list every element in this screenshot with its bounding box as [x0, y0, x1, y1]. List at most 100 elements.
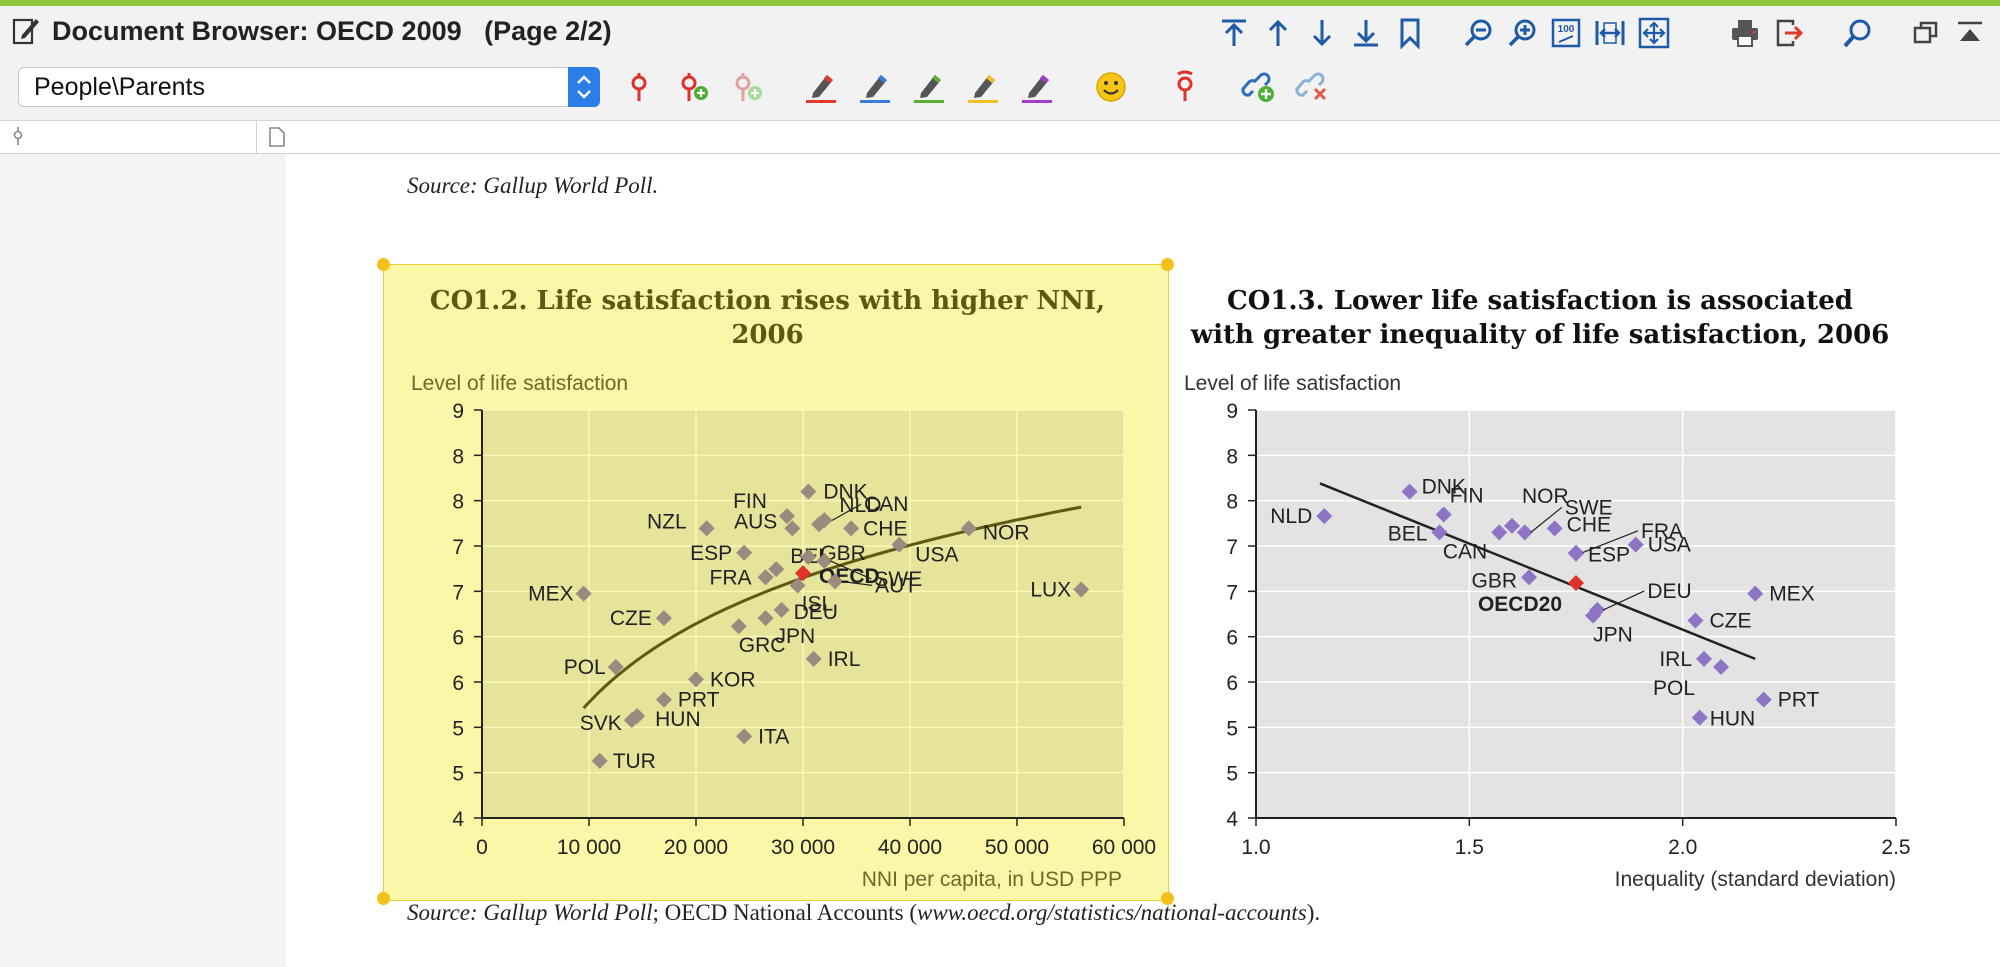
link-remove-icon[interactable]: [1292, 67, 1334, 107]
chart1-point-fin: [778, 508, 795, 525]
go-previous-page-icon[interactable]: [1260, 16, 1296, 50]
coding-toolbar: People\Parents: [0, 54, 2000, 121]
chart2-point-label-dnk: DNK: [1422, 476, 1466, 499]
code-marker-icon: [10, 125, 26, 152]
chart1-point-label-gbr: GBR: [820, 542, 866, 565]
chart1-point-tur: [591, 752, 608, 769]
segment-handle-bottom-right[interactable]: [1161, 892, 1174, 905]
chart1-point-nzl: [698, 520, 715, 537]
highlight-yellow-icon[interactable]: [962, 67, 1004, 107]
chart1-x-tick-label: 60 000: [1092, 836, 1156, 859]
highlight-green-icon[interactable]: [908, 67, 950, 107]
chart1-point-label-deu: DEU: [794, 601, 838, 624]
chart1-x-tick-label: 30 000: [771, 836, 835, 859]
print-icon[interactable]: [1727, 16, 1763, 50]
symbol-code-icon[interactable]: [1164, 67, 1206, 107]
chart2-x-tick-label: 1.5: [1455, 836, 1484, 859]
chart2-point-label-jpn: JPN: [1593, 624, 1633, 647]
chart2-point-prt: [1755, 691, 1772, 708]
chart1-y-tick-label: 5: [452, 717, 464, 740]
chart1-y-tick-label: 9: [452, 400, 464, 423]
source-bottom-mid: ; OECD National Accounts (: [652, 900, 918, 925]
chart2-point-label-deu: DEU: [1647, 580, 1691, 603]
code-selector-dropdown[interactable]: People\Parents: [18, 67, 600, 107]
fit-width-icon[interactable]: [1592, 16, 1628, 50]
new-code-icon[interactable]: [672, 67, 714, 107]
zoom-in-icon[interactable]: [1504, 16, 1540, 50]
chart1-point-label-grc: GRC: [739, 634, 786, 657]
chart1-x-tick-label: 10 000: [557, 836, 621, 859]
chart2-point-label-oecd20: OECD20: [1478, 593, 1562, 616]
title-bar: Document Browser: OECD 2009 (Page 2/2) 1…: [0, 6, 2000, 54]
chart1-point-grc: [730, 618, 747, 635]
chart2-y-tick-label: 6: [1226, 672, 1238, 695]
segment-handle-top-left[interactable]: [377, 258, 390, 271]
chart1-point-label-tur: TUR: [613, 750, 656, 773]
chart1-point-nor: [960, 520, 977, 537]
go-next-page-icon[interactable]: [1304, 16, 1340, 50]
chart2-title-line2: with greater inequality of life satisfac…: [1190, 320, 1890, 350]
chart2-point-pol: [1713, 659, 1730, 676]
chart1-y-tick-label: 8: [452, 491, 464, 514]
chart1-y-tick-label: 4: [452, 808, 464, 831]
chart2-point-label-esp: ESP: [1588, 544, 1630, 567]
chart2-point-label-fra: FRA: [1641, 520, 1683, 543]
chart1-y-tick-label: 8: [452, 445, 464, 468]
chart2-x-tick-label: 1.0: [1241, 836, 1270, 859]
chart2-point-label-mex: MEX: [1769, 583, 1815, 606]
fit-page-icon[interactable]: [1636, 16, 1672, 50]
chevron-up-down-icon[interactable]: [568, 67, 600, 107]
chart2-point-label-gbr: GBR: [1472, 569, 1518, 592]
go-first-page-icon[interactable]: [1216, 16, 1252, 50]
chart1-point-label-nzl: NZL: [647, 510, 687, 533]
highlight-red-icon[interactable]: [800, 67, 842, 107]
highlight-blue-icon[interactable]: [854, 67, 896, 107]
segment-handle-top-right[interactable]: [1161, 258, 1174, 271]
go-last-page-icon[interactable]: [1348, 16, 1384, 50]
emoticon-icon[interactable]: [1090, 67, 1132, 107]
chart2-point-label-che: CHE: [1567, 513, 1611, 536]
highlight-purple-icon[interactable]: [1016, 67, 1058, 107]
codes-column-header: [0, 121, 257, 153]
window-accent-bar: [0, 0, 2000, 6]
in-vivo-code-icon[interactable]: [726, 67, 768, 107]
zoom-out-icon[interactable]: [1460, 16, 1496, 50]
chart1-point-swe: [816, 552, 833, 569]
chart1-point-kor: [688, 671, 704, 688]
chart1-point-bel: [768, 561, 785, 578]
chart1-point-label-dnk: DNK: [823, 481, 867, 504]
chart1-point-label-nld: NLD: [839, 494, 881, 517]
chart1-point-aut: [827, 573, 844, 590]
chart1-point-cze: [655, 610, 672, 627]
chart2-trend-line: [1319, 482, 1756, 661]
chart1-point-nld: [816, 512, 833, 529]
chart2-leader-line: [1603, 590, 1645, 611]
zoom-100-icon[interactable]: 100: [1548, 16, 1584, 50]
collapse-icon[interactable]: [1952, 16, 1988, 50]
segment-handle-bottom-left[interactable]: [377, 892, 390, 905]
code-margin-panel: [0, 154, 257, 967]
chart2-point-nld: [1316, 508, 1333, 525]
bookmark-icon[interactable]: [1392, 16, 1428, 50]
chart1-x-tick-label: 0: [476, 836, 488, 859]
chart1-y-tick-label: 6: [452, 627, 464, 650]
chart1-point-svk: [623, 712, 640, 729]
chart2-point-can: [1491, 524, 1508, 541]
code-icon[interactable]: [618, 67, 660, 107]
document-gutter: [256, 154, 286, 967]
source-bottom-url[interactable]: www.oecd.org/statistics/national-account…: [917, 900, 1307, 925]
link-add-icon[interactable]: [1238, 67, 1280, 107]
chart1-point-label-lux: LUX: [1030, 579, 1071, 602]
code-selector-value: People\Parents: [34, 73, 205, 101]
zoom-100-label: 100: [1558, 24, 1575, 35]
margin-header-row: [0, 121, 2000, 154]
chart1-x-axis-label: NNI per capita, in USD PPP: [862, 868, 1122, 891]
export-icon[interactable]: [1771, 16, 1807, 50]
chart2-point-label-prt: PRT: [1778, 689, 1820, 712]
chart1-point-label-aus: AUS: [734, 510, 777, 533]
search-icon[interactable]: [1840, 16, 1876, 50]
restore-window-icon[interactable]: [1908, 16, 1944, 50]
chart2-point-esp: [1568, 545, 1584, 562]
chart2-title-line1: CO1.3. Lower life satisfaction is associ…: [1227, 286, 1853, 316]
chart1-point-label-irl: IRL: [828, 648, 861, 671]
